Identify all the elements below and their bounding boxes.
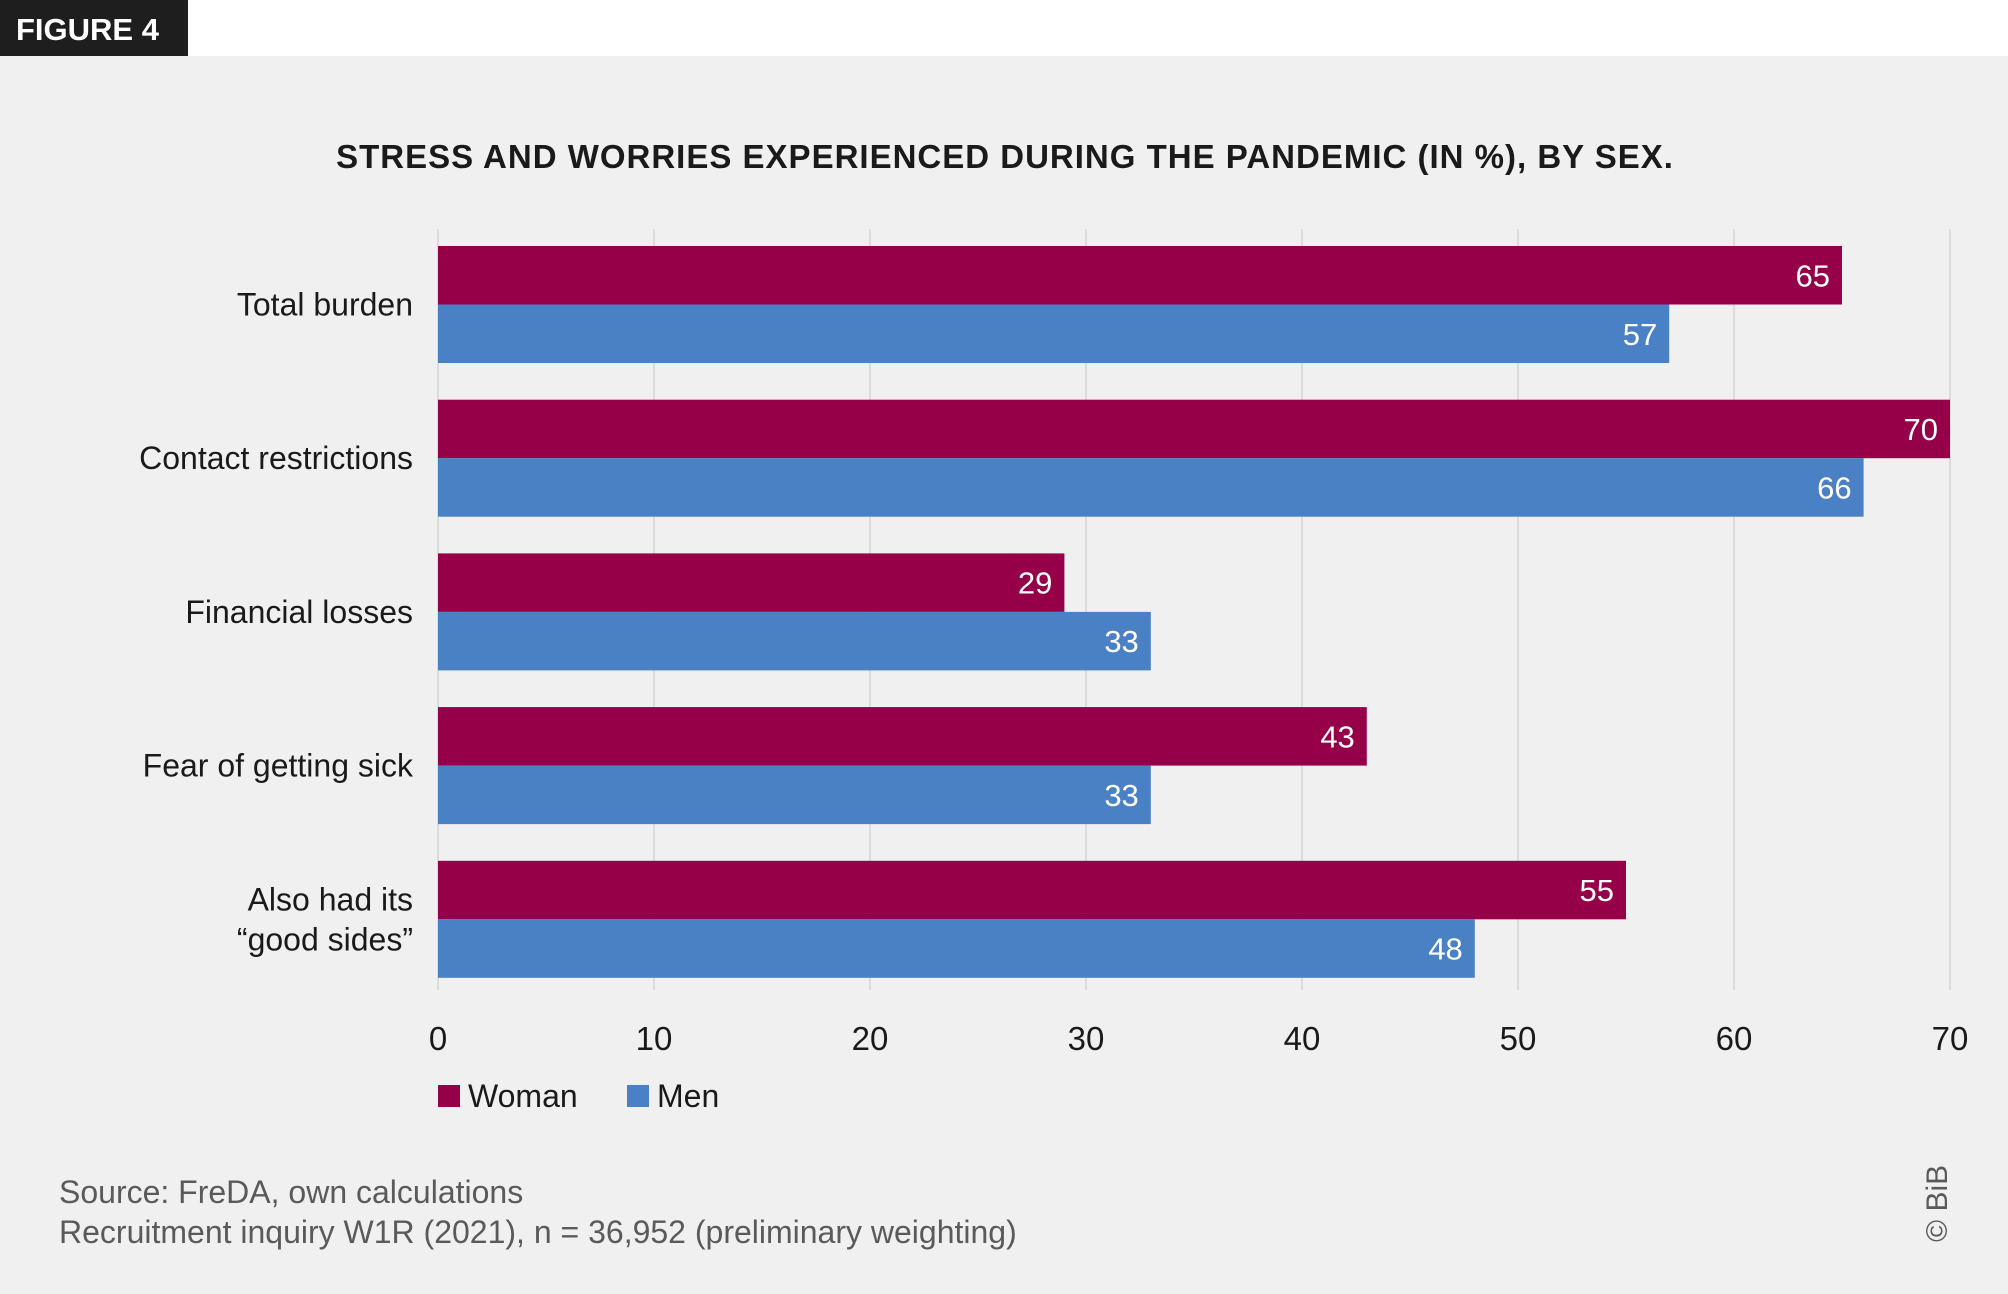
data-label: 33 <box>1104 778 1138 813</box>
legend: Woman Men <box>438 1078 719 1114</box>
data-label: 55 <box>1580 873 1614 908</box>
data-label: 66 <box>1817 470 1851 505</box>
data-label: 65 <box>1796 258 1830 293</box>
data-label: 33 <box>1104 624 1138 659</box>
x-tick-label: 10 <box>636 1020 673 1057</box>
category-label: Also had its <box>248 881 413 917</box>
x-tick-label: 70 <box>1932 1020 1969 1057</box>
legend-swatch-woman <box>438 1085 460 1107</box>
figure-label: FIGURE 4 <box>16 12 160 47</box>
legend-label-woman: Woman <box>468 1078 578 1114</box>
bar-men <box>438 304 1670 363</box>
data-label: 29 <box>1018 566 1052 601</box>
x-tick-label: 20 <box>852 1020 889 1057</box>
category-label: Fear of getting sick <box>143 748 414 784</box>
bar-men <box>438 611 1151 671</box>
data-label: 48 <box>1428 932 1462 967</box>
category-labels: Total burden Contact restrictions Financia… <box>139 287 414 958</box>
chart-title: STRESS AND WORRIES EXPERIENCED DURING TH… <box>336 138 1674 175</box>
bar-men <box>438 458 1864 517</box>
bar-woman <box>438 553 1065 612</box>
bars: 65 57 70 66 29 33 43 33 55 48 <box>438 246 1950 978</box>
data-label: 70 <box>1904 412 1938 447</box>
bar-woman <box>438 399 1950 459</box>
category-label: Contact restrictions <box>139 440 413 476</box>
bar-men <box>438 765 1151 825</box>
x-tick-labels: 0 10 20 30 40 50 60 70 <box>429 1020 1969 1057</box>
x-tick-label: 60 <box>1716 1020 1753 1057</box>
category-label: Total burden <box>237 287 413 323</box>
source-line-2: Recruitment inquiry W1R (2021), n = 36,9… <box>59 1214 1017 1250</box>
category-label: “good sides” <box>237 921 413 957</box>
x-tick-label: 40 <box>1284 1020 1321 1057</box>
x-tick-label: 0 <box>429 1020 447 1057</box>
bar-woman <box>438 707 1367 766</box>
copyright: © BiB <box>1921 1165 1954 1242</box>
legend-swatch-men <box>627 1085 649 1107</box>
header-band <box>0 0 2008 56</box>
legend-label-men: Men <box>657 1078 719 1114</box>
bar-men <box>438 919 1475 978</box>
x-tick-label: 30 <box>1068 1020 1105 1057</box>
data-label: 57 <box>1623 317 1657 352</box>
bar-woman <box>438 860 1626 920</box>
x-tick-label: 50 <box>1500 1020 1537 1057</box>
figure-label-box <box>0 0 188 56</box>
data-label: 43 <box>1320 719 1354 754</box>
source-line-1: Source: FreDA, own calculations <box>59 1174 523 1210</box>
category-label: Financial losses <box>185 594 413 630</box>
bar-woman <box>438 246 1842 305</box>
